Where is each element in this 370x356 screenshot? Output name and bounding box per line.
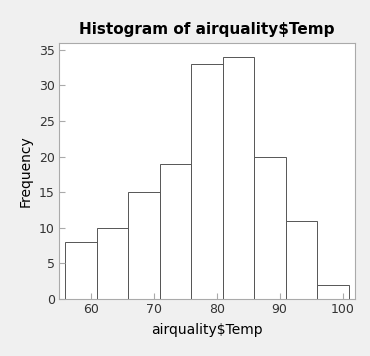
Bar xyxy=(65,242,97,299)
Bar xyxy=(223,57,255,299)
Bar xyxy=(160,164,191,299)
Bar xyxy=(286,221,317,299)
X-axis label: airquality$Temp: airquality$Temp xyxy=(151,323,263,337)
Y-axis label: Frequency: Frequency xyxy=(18,135,32,207)
Bar xyxy=(255,157,286,299)
Bar xyxy=(128,192,160,299)
Title: Histogram of airquality$Temp: Histogram of airquality$Temp xyxy=(80,22,335,37)
Bar xyxy=(317,285,349,299)
Bar xyxy=(97,228,128,299)
Bar xyxy=(191,64,223,299)
